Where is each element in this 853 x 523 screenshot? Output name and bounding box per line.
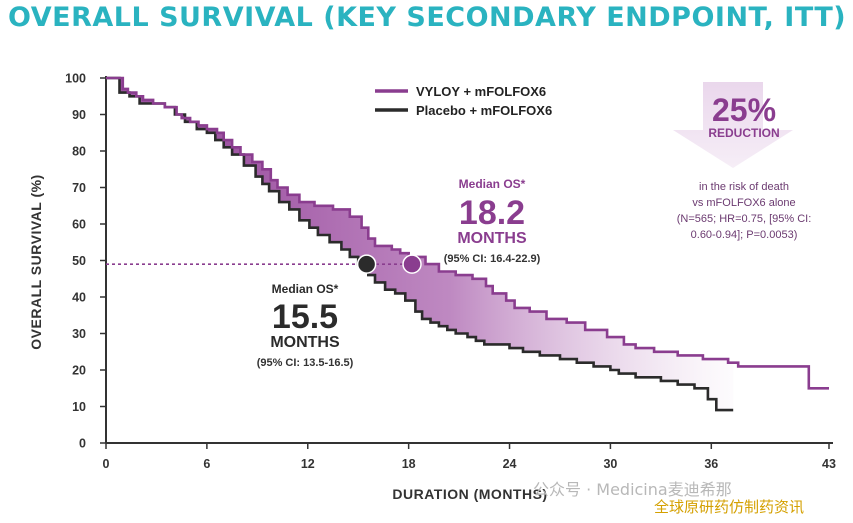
reduction-percent: 25% bbox=[712, 92, 776, 128]
page-title: OVERALL SURVIVAL (KEY SECONDARY ENDPOINT… bbox=[8, 2, 847, 33]
median-label-vyloy: Median OS* bbox=[459, 177, 526, 191]
legend: VYLOY + mFOLFOX6 Placebo + mFOLFOX6 bbox=[375, 84, 552, 118]
median-ci-placebo: (95% CI: 13.5-16.5) bbox=[257, 357, 354, 369]
y-tick-label: 0 bbox=[79, 437, 86, 451]
y-ticks: 0 10 20 30 40 50 60 70 80 90 100 bbox=[65, 72, 106, 451]
median-value-vyloy: 18.2 bbox=[459, 194, 525, 232]
watermark: 公众号 · Medicina麦迪希那 全球原研药仿制药资讯 bbox=[533, 480, 804, 516]
watermark-site: 全球原研药仿制药资讯 bbox=[654, 498, 804, 516]
x-tick-label: 18 bbox=[402, 457, 416, 471]
y-tick-label: 50 bbox=[72, 254, 86, 268]
reduction-note-line-4: 0.60-0.94]; P=0.0053) bbox=[691, 229, 798, 241]
y-tick-label: 70 bbox=[72, 181, 86, 195]
reduction-note-line-2: vs mFOLFOX6 alone bbox=[692, 197, 795, 209]
x-tick-label: 6 bbox=[203, 457, 210, 471]
x-tick-label: 36 bbox=[704, 457, 718, 471]
watermark-wechat: 公众号 · Medicina麦迪希那 bbox=[533, 480, 732, 499]
y-tick-label: 80 bbox=[72, 145, 86, 159]
y-tick-label: 40 bbox=[72, 291, 86, 305]
median-unit-vyloy: MONTHS bbox=[457, 230, 527, 247]
median-label-placebo: Median OS* bbox=[272, 282, 339, 296]
median-point-vyloy bbox=[402, 254, 422, 274]
x-tick-label: 30 bbox=[603, 457, 617, 471]
x-tick-label: 0 bbox=[103, 457, 110, 471]
y-tick-label: 60 bbox=[72, 218, 86, 232]
median-point-placebo bbox=[356, 254, 377, 274]
legend-label-placebo: Placebo + mFOLFOX6 bbox=[416, 103, 552, 118]
reduction-word: REDUCTION bbox=[708, 126, 779, 140]
reduction-note-line-1: in the risk of death bbox=[699, 181, 789, 193]
x-axis-label: DURATION (MONTHS) bbox=[392, 486, 547, 502]
y-tick-label: 20 bbox=[72, 364, 86, 378]
x-tick-label: 12 bbox=[301, 457, 315, 471]
y-tick-label: 90 bbox=[72, 108, 86, 122]
area-between-curves bbox=[106, 78, 734, 411]
x-tick-label: 24 bbox=[503, 457, 517, 471]
median-annotation-vyloy: Median OS* 18.2 MONTHS (95% CI: 16.4-22.… bbox=[444, 177, 541, 265]
y-tick-label: 30 bbox=[72, 327, 86, 341]
reduction-note-line-3: (N=565; HR=0.75, [95% CI: bbox=[677, 213, 812, 225]
legend-label-vyloy: VYLOY + mFOLFOX6 bbox=[416, 84, 546, 99]
reduction-annotation: 25% REDUCTION in the risk of death vs mF… bbox=[673, 82, 811, 241]
y-tick-label: 100 bbox=[65, 72, 86, 86]
median-value-placebo: 15.5 bbox=[272, 298, 338, 336]
reduction-arrow-shape bbox=[673, 82, 793, 168]
x-ticks: 0 6 12 18 24 30 36 43 bbox=[103, 443, 836, 471]
median-annotation-placebo: Median OS* 15.5 MONTHS (95% CI: 13.5-16.… bbox=[257, 282, 354, 369]
x-tick-label: 43 bbox=[822, 457, 836, 471]
series-line-vyloy bbox=[106, 76, 829, 390]
median-unit-placebo: MONTHS bbox=[270, 334, 340, 351]
y-tick-label: 10 bbox=[72, 400, 86, 414]
series-line-placebo bbox=[106, 76, 734, 412]
median-ci-vyloy: (95% CI: 16.4-22.9) bbox=[444, 253, 541, 265]
y-axis-label: OVERALL SURVIVAL (%) bbox=[28, 174, 44, 349]
